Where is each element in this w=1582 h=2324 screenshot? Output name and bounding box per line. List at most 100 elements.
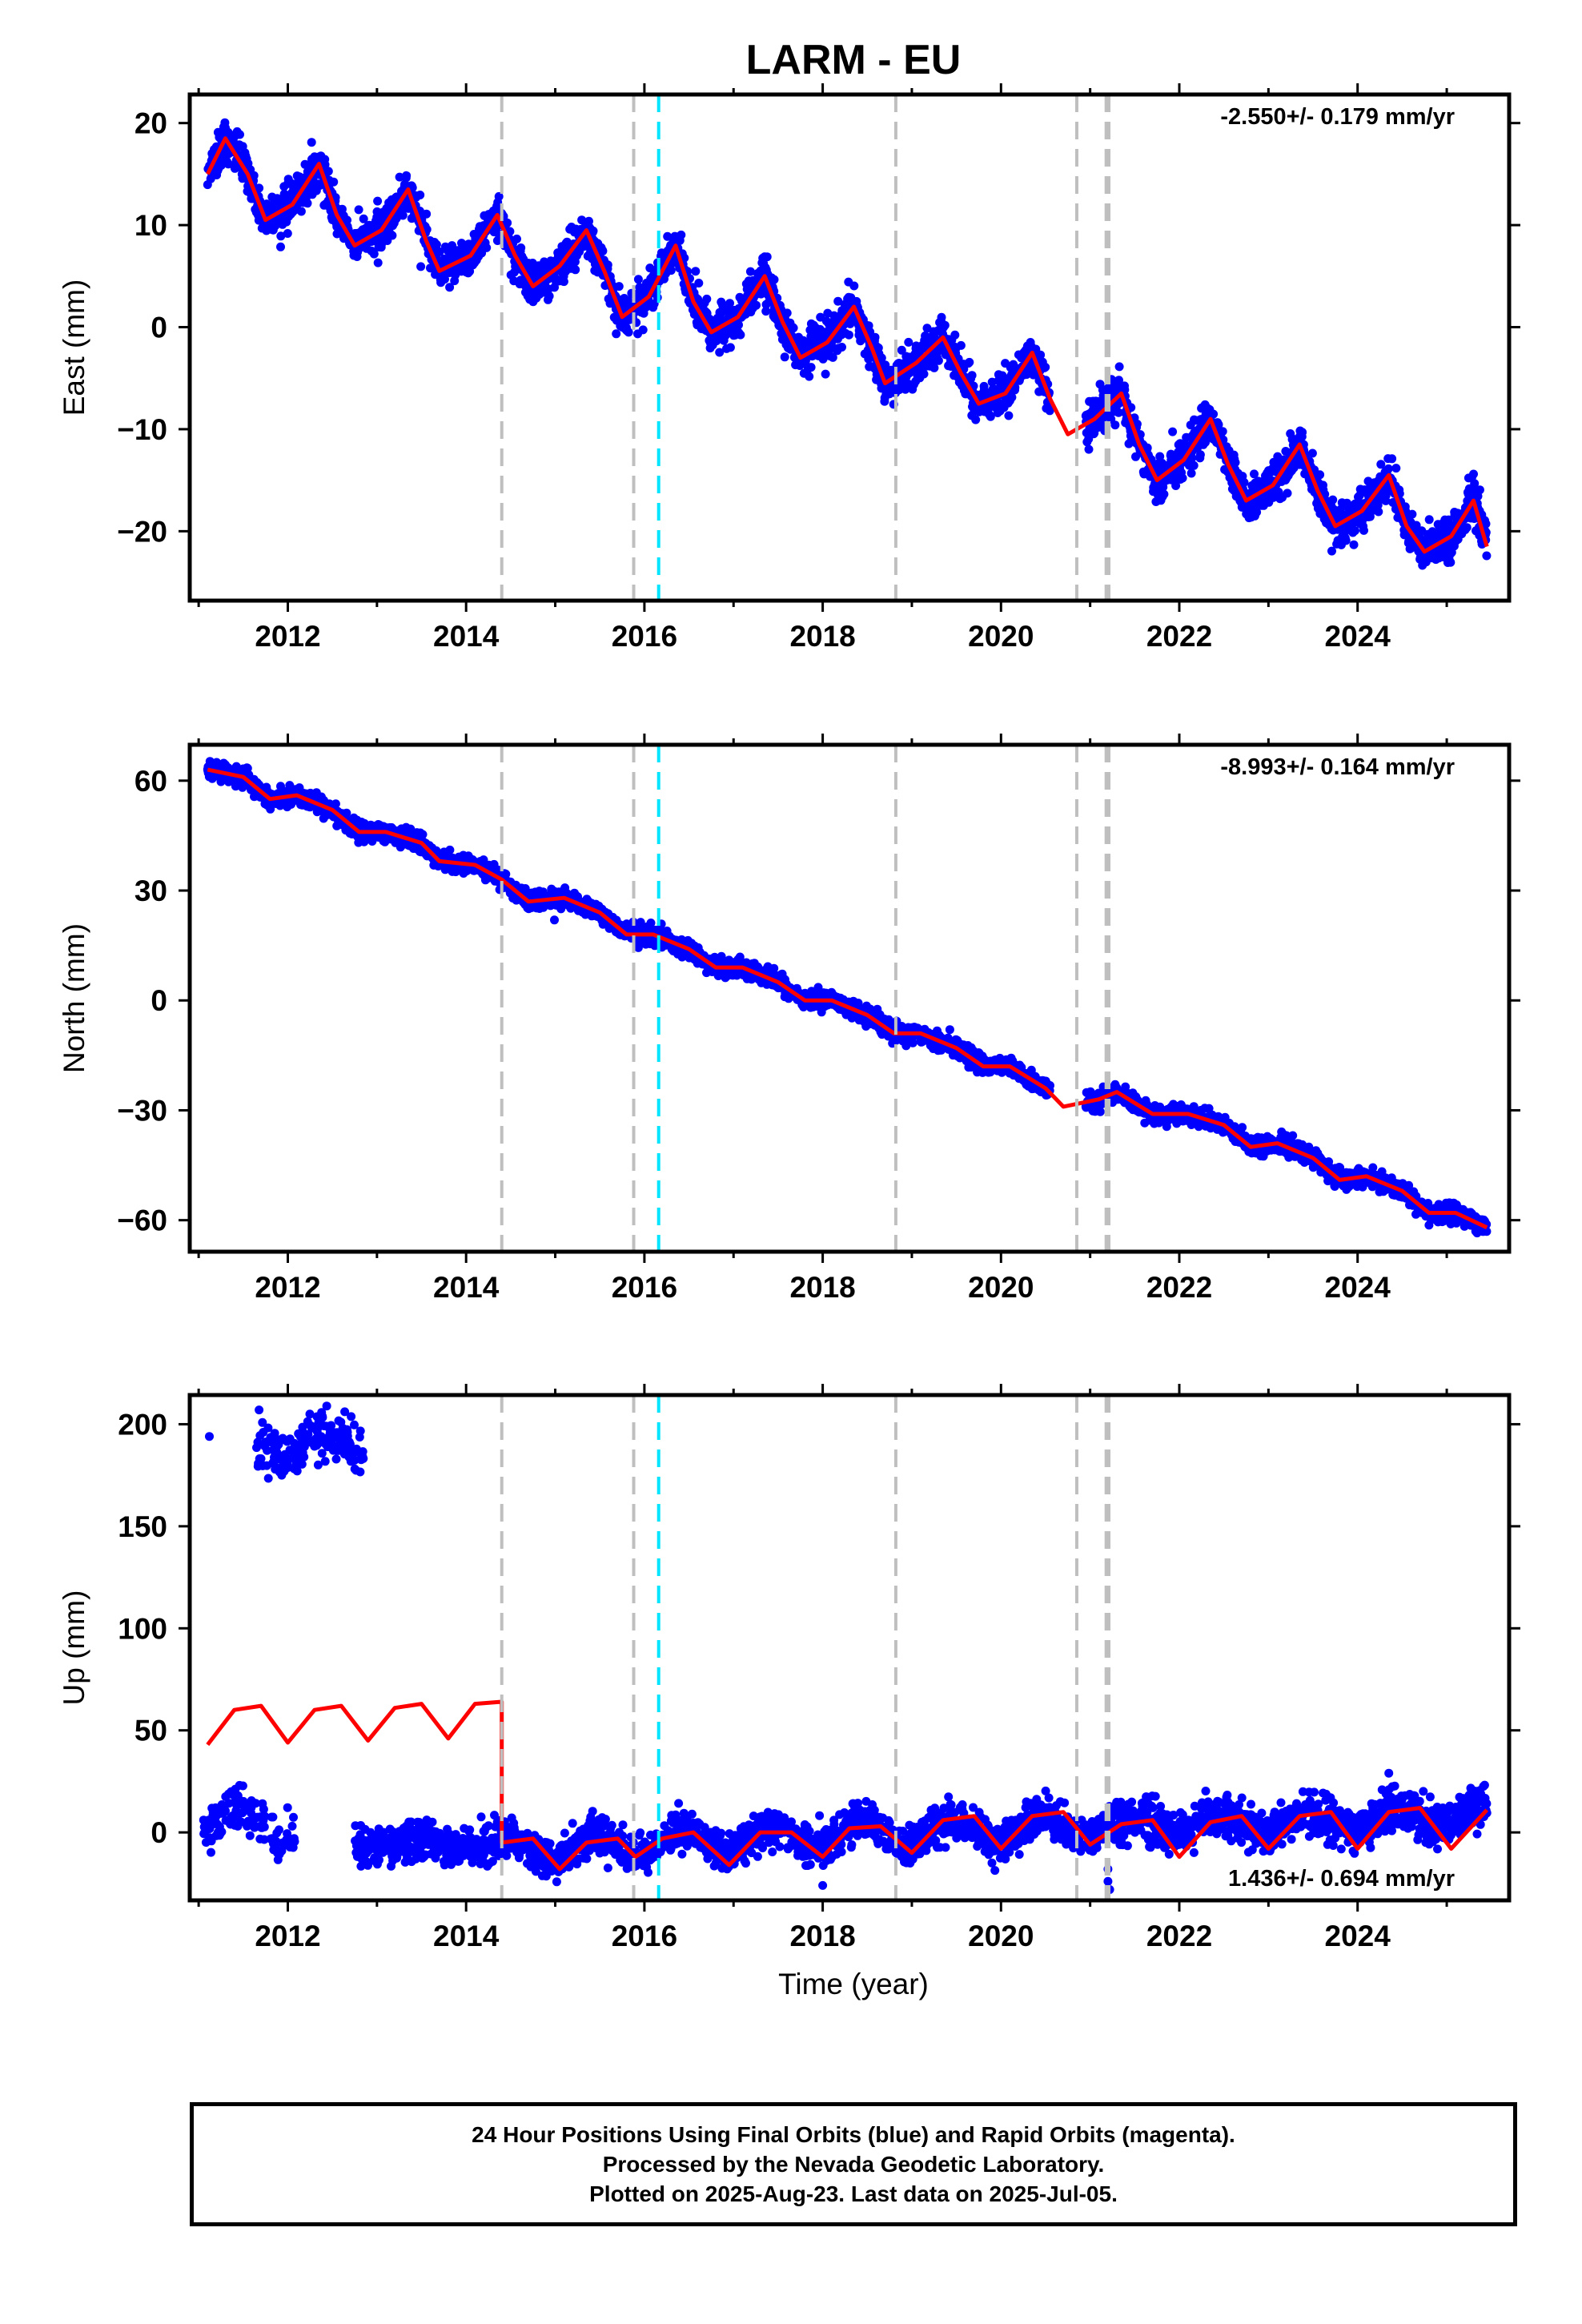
data-point (550, 915, 559, 925)
data-point (544, 292, 554, 301)
data-point (1462, 523, 1472, 533)
data-point (612, 329, 621, 339)
chart-title: LARM - EU (746, 37, 962, 83)
data-point (359, 214, 368, 223)
data-point (870, 332, 880, 342)
data-point (806, 363, 816, 372)
data-point (296, 207, 306, 216)
data-point (677, 230, 686, 239)
model-fit-line (206, 136, 1489, 554)
panel-north: 2012 2014 2016 2018 2020 2022 202460300−30−60N… (58, 734, 1520, 1304)
x-tick-label: 2012 (255, 620, 320, 653)
observation-series (203, 757, 1492, 1238)
x-tick-label: 2014 (433, 620, 500, 653)
data-point (1359, 525, 1368, 535)
data-point (666, 266, 676, 275)
data-point (276, 242, 285, 251)
data-point (624, 328, 633, 337)
data-point (1469, 469, 1478, 479)
data-point (1446, 557, 1456, 567)
data-point (1387, 454, 1397, 464)
data-point (369, 249, 379, 259)
data-point (373, 258, 383, 267)
data-point (934, 356, 943, 365)
panel-east: 2012 2014 2016 2018 2020 2022 202420100−10−20E… (58, 83, 1520, 653)
data-point (919, 369, 929, 379)
data-point (1315, 470, 1325, 480)
data-point (1351, 526, 1359, 536)
x-tick-label: 2020 (968, 620, 1034, 653)
x-tick-label: 2018 (789, 620, 855, 653)
data-point (965, 357, 974, 367)
y-axis-label: East (mm) (58, 279, 90, 416)
data-point (235, 130, 244, 139)
data-point (967, 371, 977, 380)
data-point (638, 325, 648, 335)
data-point (1186, 468, 1196, 478)
data-point (1084, 444, 1094, 454)
gps-timeseries-chart: LARM - EU Time (year) 2012 2014 2016 2018 20… (58, 37, 1520, 2000)
data-point (1349, 540, 1359, 549)
data-point (1041, 363, 1050, 372)
data-point (422, 209, 432, 219)
data-point (769, 275, 779, 284)
data-point (323, 167, 333, 176)
data-point (1328, 495, 1338, 505)
data-point (633, 275, 643, 284)
data-point (416, 191, 425, 199)
data-point (844, 330, 853, 340)
data-point (354, 205, 363, 215)
data-point (1231, 458, 1240, 467)
data-point (734, 320, 743, 330)
x-tick-label: 2016 (612, 620, 677, 653)
data-point (1168, 427, 1178, 436)
data-point (1159, 489, 1169, 499)
data-point (445, 845, 455, 854)
data-point (1475, 485, 1484, 495)
data-point (1341, 536, 1351, 545)
data-point (329, 177, 339, 187)
data-point (1189, 460, 1199, 470)
data-point (904, 337, 913, 347)
data-point (762, 252, 772, 262)
data-point (1383, 464, 1393, 473)
data-point (940, 320, 950, 330)
y-tick-label: 0 (151, 312, 167, 344)
data-point (736, 330, 745, 340)
data-point (482, 243, 492, 252)
plot-frame (187, 92, 1512, 603)
data-point (1195, 450, 1205, 460)
x-tick-label: 2024 (1325, 620, 1391, 653)
data-point (614, 282, 624, 292)
data-point (937, 312, 946, 322)
data-point (837, 343, 846, 352)
data-point (279, 189, 289, 199)
data-point (512, 234, 521, 243)
data-point (571, 265, 580, 275)
y-tick-label: −10 (117, 413, 167, 446)
data-point (782, 308, 792, 318)
data-point (373, 196, 383, 206)
data-point (255, 183, 264, 193)
data-point (789, 324, 798, 332)
data-point (283, 229, 292, 238)
data-point (331, 799, 340, 809)
data-point (694, 279, 704, 287)
data-point (387, 231, 397, 240)
data-point (516, 243, 526, 252)
data-point (276, 231, 286, 241)
data-point (821, 369, 830, 379)
data-point (1391, 464, 1401, 473)
data-point (402, 171, 412, 180)
data-point (1004, 411, 1014, 420)
data-point (849, 281, 859, 291)
data-point (1298, 428, 1307, 437)
data-point (598, 247, 608, 255)
data-point (1424, 515, 1434, 525)
observation-series (203, 118, 1492, 570)
data-point (971, 415, 981, 424)
data-point (691, 267, 701, 276)
data-point (1482, 551, 1492, 561)
data-point (1114, 362, 1124, 372)
x-axis-label: Time (year) (778, 1968, 929, 2000)
